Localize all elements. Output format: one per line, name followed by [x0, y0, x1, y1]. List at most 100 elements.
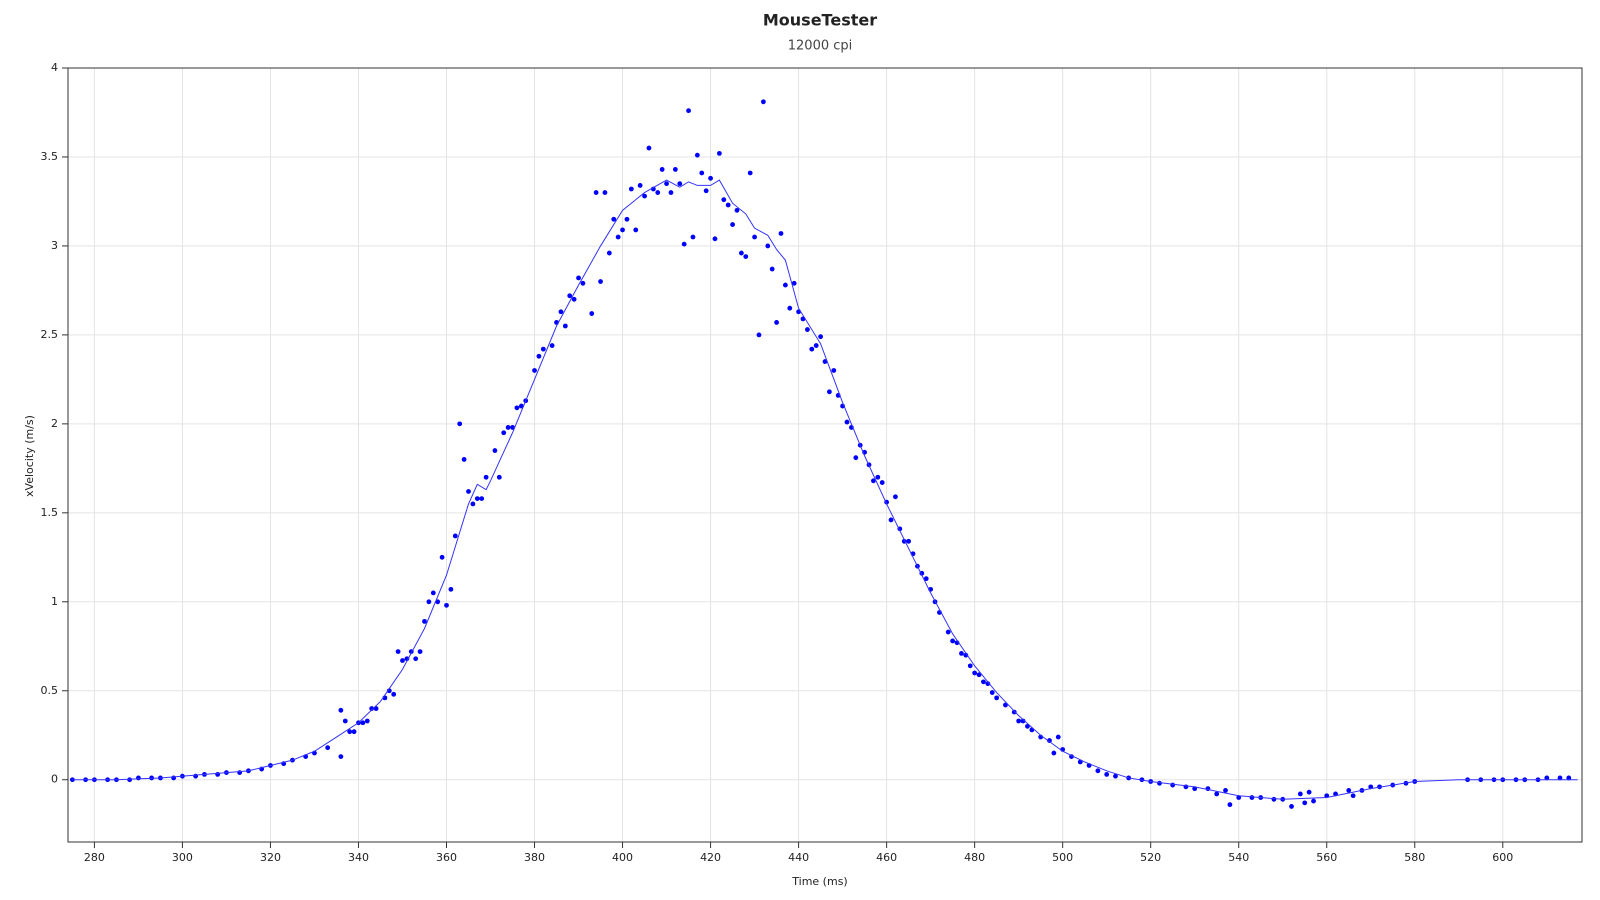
- point: [945, 629, 951, 635]
- point: [413, 656, 419, 662]
- point: [778, 231, 784, 236]
- point: [708, 175, 713, 181]
- point: [734, 207, 740, 213]
- point: [549, 343, 555, 348]
- point: [1544, 775, 1550, 781]
- x-axis-label: Time (ms): [791, 875, 847, 888]
- x-tick-label: 280: [84, 851, 105, 864]
- point: [827, 389, 832, 395]
- point: [782, 282, 788, 288]
- point: [906, 538, 912, 544]
- point: [1029, 727, 1035, 733]
- point: [1095, 768, 1101, 774]
- point: [1047, 738, 1052, 743]
- point: [615, 234, 621, 240]
- y-tick-label: 2: [51, 417, 58, 430]
- point: [391, 691, 397, 697]
- point: [501, 430, 507, 436]
- point: [967, 663, 973, 669]
- point: [804, 327, 810, 332]
- point: [871, 478, 876, 484]
- point: [624, 216, 630, 222]
- x-tick-label: 440: [788, 851, 809, 864]
- y-tick-label: 1.5: [41, 506, 59, 519]
- point: [672, 167, 678, 172]
- point: [809, 346, 815, 352]
- plot-frame: [67, 67, 1583, 843]
- point: [602, 190, 608, 195]
- point: [976, 672, 982, 678]
- point: [677, 181, 683, 187]
- point: [466, 489, 471, 494]
- point: [342, 718, 348, 724]
- point: [444, 602, 449, 608]
- point: [430, 590, 436, 596]
- x-tick-label: 560: [1316, 851, 1337, 864]
- point: [562, 323, 568, 329]
- point: [628, 186, 634, 192]
- point: [642, 193, 647, 199]
- point: [457, 421, 463, 427]
- point: [690, 234, 696, 240]
- point: [923, 576, 929, 582]
- point: [571, 296, 577, 302]
- point: [1055, 734, 1061, 740]
- point: [686, 108, 691, 114]
- point: [474, 496, 480, 501]
- point: [1170, 782, 1176, 788]
- x-tick-label: 460: [876, 851, 897, 864]
- point: [1311, 798, 1316, 804]
- point: [730, 222, 735, 227]
- point: [659, 167, 665, 172]
- y-tick-label: 1: [51, 595, 58, 608]
- point: [844, 419, 850, 425]
- x-tick-label: 320: [260, 851, 281, 864]
- point: [875, 474, 881, 480]
- point: [620, 227, 625, 233]
- point: [593, 190, 599, 195]
- point: [765, 243, 771, 249]
- point: [364, 718, 370, 724]
- point: [576, 275, 581, 281]
- point: [127, 777, 133, 783]
- point: [1249, 795, 1255, 800]
- point: [1104, 771, 1110, 777]
- point: [448, 586, 454, 592]
- point: [1011, 709, 1017, 715]
- point: [1227, 802, 1233, 808]
- point: [1350, 793, 1356, 799]
- point: [347, 729, 353, 735]
- point: [959, 650, 964, 656]
- point: [879, 480, 885, 485]
- point: [606, 250, 612, 256]
- point: [1051, 750, 1057, 756]
- x-tick-label: 400: [612, 851, 633, 864]
- point: [985, 681, 991, 687]
- point: [981, 679, 986, 685]
- point: [853, 455, 859, 461]
- point: [787, 305, 793, 311]
- point: [703, 188, 709, 194]
- point: [791, 280, 797, 286]
- point: [699, 170, 705, 176]
- point: [452, 533, 458, 539]
- point: [580, 280, 586, 286]
- point: [417, 649, 423, 655]
- x-tick-label: 500: [1052, 851, 1073, 864]
- point: [338, 754, 344, 759]
- point: [536, 353, 542, 359]
- point: [479, 496, 485, 501]
- point: [540, 346, 546, 352]
- point: [461, 457, 467, 462]
- point: [1302, 800, 1308, 806]
- point: [1557, 775, 1563, 781]
- point: [1306, 789, 1312, 795]
- point: [712, 236, 718, 242]
- point: [668, 190, 674, 195]
- point: [725, 202, 731, 208]
- point: [774, 320, 779, 325]
- point: [1271, 796, 1277, 802]
